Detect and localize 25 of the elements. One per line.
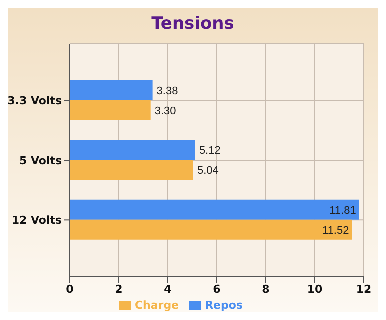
bar	[70, 200, 360, 220]
x-tick-label: 10	[307, 282, 323, 296]
data-label: 11.81	[330, 204, 356, 217]
y-tick-label: 5 Volts	[19, 154, 62, 168]
x-tick-label: 0	[66, 282, 74, 296]
chart-title: Tensions	[150, 13, 236, 36]
bar	[70, 80, 153, 101]
data-label: 11.52	[322, 224, 350, 237]
data-label: 3.30	[154, 106, 176, 118]
bar	[70, 160, 194, 180]
bar	[70, 100, 151, 121]
y-tick-label: 3.3 Volts	[8, 94, 62, 108]
data-label: 5.12	[199, 145, 221, 158]
x-tick-label: 6	[213, 282, 222, 296]
data-label: 5.04	[197, 165, 219, 178]
legend-label: Charge	[134, 299, 180, 312]
x-tick-label: 2	[115, 282, 123, 296]
y-tick-label: 12 Volts	[12, 214, 62, 228]
legend-label: Repos	[205, 299, 243, 312]
data-label: 3.38	[156, 86, 178, 98]
x-tick-label: 12	[356, 282, 372, 296]
x-tick-label: 4	[164, 282, 172, 296]
bar	[70, 140, 196, 160]
bar	[70, 220, 352, 240]
x-tick-label: 8	[262, 282, 270, 296]
